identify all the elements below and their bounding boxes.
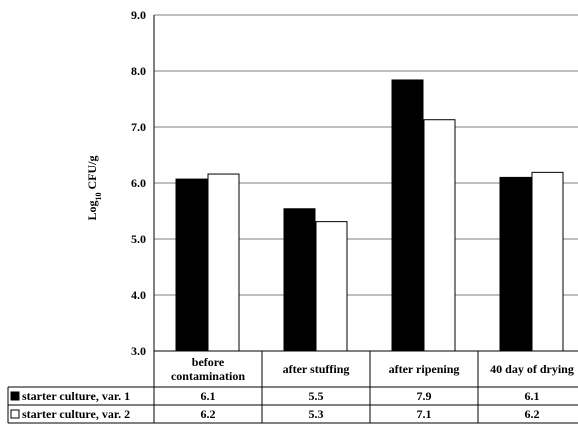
bar bbox=[531, 171, 564, 352]
y-tick-label: 6.0 bbox=[131, 176, 146, 190]
y-tick-label: 5.0 bbox=[131, 232, 146, 246]
y-tick-label: 8.0 bbox=[131, 64, 146, 78]
bar bbox=[423, 119, 456, 352]
x-category-label: 40 day of drying bbox=[490, 362, 574, 376]
bar bbox=[283, 208, 316, 352]
legend-key-var1 bbox=[10, 391, 20, 401]
data-value-label: 6.2 bbox=[525, 407, 540, 421]
bar bbox=[315, 221, 348, 352]
data-value-label: 7.9 bbox=[417, 389, 432, 403]
legend-key-var2 bbox=[10, 409, 20, 419]
data-value-label: 7.1 bbox=[417, 407, 432, 421]
y-tick-label: 7.0 bbox=[131, 120, 146, 134]
data-value-label: 5.5 bbox=[309, 389, 324, 403]
data-value-label: 6.2 bbox=[201, 407, 216, 421]
y-tick-label: 3.0 bbox=[131, 344, 146, 358]
bar bbox=[391, 79, 424, 352]
bar bbox=[175, 178, 208, 352]
data-value-label: 6.1 bbox=[525, 389, 540, 403]
x-category-label: contamination bbox=[171, 369, 245, 383]
x-category-label: after ripening bbox=[389, 362, 460, 376]
bar bbox=[207, 173, 240, 352]
x-category-label: before bbox=[192, 355, 225, 369]
y-tick-label: 9.0 bbox=[131, 8, 146, 22]
data-value-label: 6.1 bbox=[201, 389, 216, 403]
data-value-label: 5.3 bbox=[309, 407, 324, 421]
bar bbox=[499, 176, 532, 352]
y-tick-label: 4.0 bbox=[131, 288, 146, 302]
legend-label: starter culture, var. 2 bbox=[22, 407, 130, 421]
y-axis-label: Log10 CFU/g bbox=[85, 155, 103, 220]
legend-label: starter culture, var. 1 bbox=[22, 389, 130, 403]
x-category-label: after stuffing bbox=[283, 362, 350, 376]
